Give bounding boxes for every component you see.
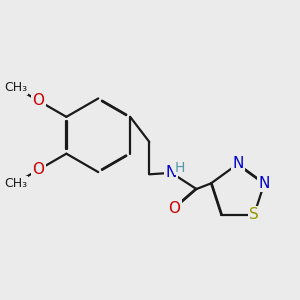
Text: N: N [259,176,270,191]
Text: S: S [249,207,259,222]
Text: O: O [32,162,44,177]
Text: CH₃: CH₃ [4,177,27,190]
Text: O: O [168,201,180,216]
Text: CH₃: CH₃ [4,81,27,94]
Text: H: H [175,160,185,175]
Text: N: N [166,165,177,180]
Text: N: N [232,157,243,172]
Text: O: O [32,93,44,108]
